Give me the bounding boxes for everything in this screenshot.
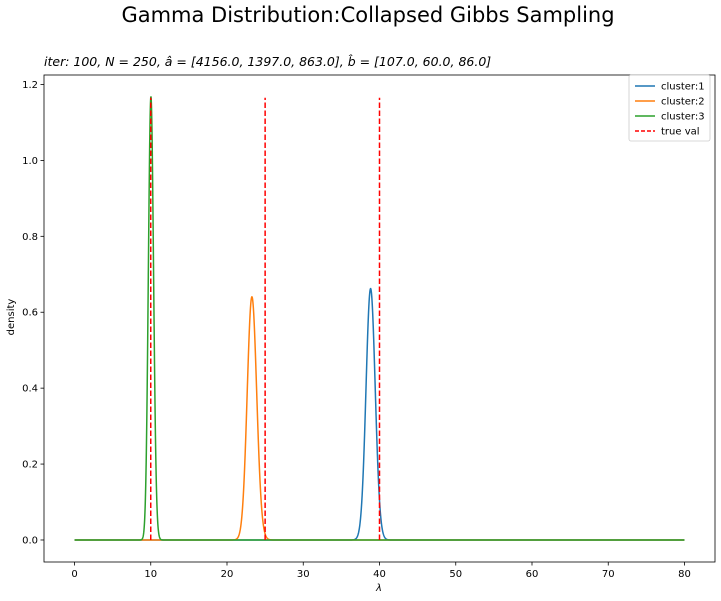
x-tick-label: 80 (678, 569, 691, 580)
legend-label: true val (661, 127, 700, 138)
legend-box (628, 74, 711, 142)
y-tick-label: 0.8 (22, 232, 38, 243)
y-tick-label: 0.4 (22, 384, 38, 395)
figure-suptitle: Gamma Distribution:Collapsed Gibbs Sampl… (121, 3, 614, 27)
legend-label: cluster:2 (661, 97, 705, 108)
y-axis-label: density (6, 299, 17, 336)
y-tick-label: 1.2 (22, 80, 38, 91)
x-axis-label: λ (375, 583, 382, 594)
chart-subtitle: iter: 100, N = 250, â = [4156.0, 1397.0,… (44, 54, 491, 69)
y-tick-label: 0.2 (22, 460, 38, 471)
x-tick-label: 70 (602, 569, 615, 580)
x-tick-label: 50 (449, 569, 462, 580)
x-tick-label: 20 (221, 569, 234, 580)
x-axis-ticks: 0 10 20 30 40 50 60 70 80 (71, 562, 691, 580)
legend-label: cluster:3 (661, 112, 705, 123)
plot-area: 0 10 20 30 40 50 60 70 80 0.0 0.2 0.4 0.6 0.8 1.0 1.2 (22, 74, 716, 580)
series-line-cluster-1 (74, 287, 685, 541)
x-tick-label: 40 (373, 569, 386, 580)
x-tick-label: 60 (526, 569, 539, 580)
x-tick-label: 0 (71, 569, 77, 580)
y-axis-ticks: 0.0 0.2 0.4 0.6 0.8 1.0 1.2 (22, 80, 44, 546)
legend: cluster:1 cluster:2 cluster:3 true val (628, 74, 711, 142)
y-tick-label: 1.0 (22, 156, 38, 167)
legend-items: cluster:1 cluster:2 cluster:3 true val (635, 82, 705, 138)
y-tick-label: 0.0 (22, 535, 38, 546)
y-tick-label: 0.6 (22, 308, 38, 319)
true-value-lines (150, 97, 381, 540)
x-tick-label: 30 (297, 569, 310, 580)
x-tick-label: 10 (144, 569, 157, 580)
legend-label: cluster:1 (661, 82, 705, 93)
